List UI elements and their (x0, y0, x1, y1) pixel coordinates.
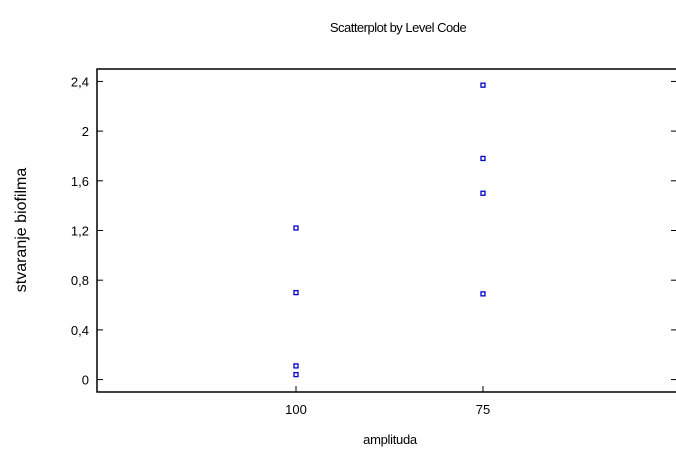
y-tick-label: 1,6 (71, 174, 89, 189)
y-tick-label: 2 (82, 124, 89, 139)
data-point (293, 289, 299, 296)
plot-frame (96, 68, 676, 393)
data-point (293, 363, 299, 369)
y-axis-label: stvaranje biofilma (13, 168, 30, 293)
y-tick-label: 1,2 (71, 224, 89, 239)
data-point (480, 155, 486, 162)
y-tick-label: 0,8 (71, 273, 89, 288)
data-point (293, 371, 299, 378)
x-tick-label: 75 (476, 402, 490, 417)
data-point (480, 190, 486, 196)
data-point (293, 225, 299, 231)
chart-title: Scatterplot by Level Code (330, 20, 467, 35)
y-tick-label: 0 (82, 373, 89, 388)
x-tick-label: 100 (285, 402, 307, 417)
y-axis: 0 0,4 0,8 1,2 1,6 2 2,4 (71, 74, 676, 388)
x-axis: 100 75 (285, 386, 490, 417)
y-tick-label: 0,4 (71, 323, 89, 338)
data-point (480, 291, 486, 297)
data-point (480, 82, 486, 88)
data-points (293, 82, 486, 378)
y-tick-label: 2,4 (71, 74, 89, 89)
x-axis-label: amplituda (363, 432, 418, 447)
